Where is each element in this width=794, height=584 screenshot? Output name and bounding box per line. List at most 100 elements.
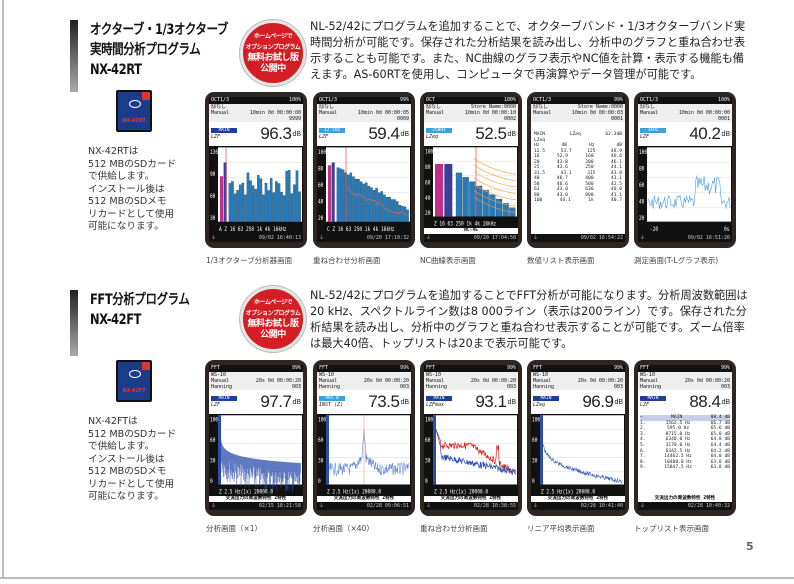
header-row: Manual 20s 0d 00:00:20 [533, 378, 623, 384]
level-value: 59.4 [368, 124, 400, 143]
screen-header: 邸なし Store Name:0000 Manual 10min 0d 00:00:1… [424, 104, 518, 122]
svg-text:C Z 16 63 250 1k 4k 16kHz: C Z 16 63 250 1k 4k 16kHz [327, 227, 394, 234]
channel-tag: MAIN [533, 396, 559, 401]
value-list: MAIN LZeq 62.3dB LZeq Hz dB Hz dB 12.5 53.7 125 48.… [531, 122, 625, 234]
weighting-label: LZeq [426, 134, 439, 140]
svg-text:30: 30 [318, 458, 323, 465]
svg-text:100: 100 [318, 150, 326, 157]
list-cell: 25 [534, 165, 540, 170]
svg-text:100: 100 [425, 149, 433, 156]
svg-text:Z 2.5 Hz(1x) 20000.0: Z 2.5 Hz(1x) 20000.0 [327, 489, 381, 496]
screen-caption: トップリスト表示画面 [634, 524, 709, 533]
mode-label: FFT [533, 365, 543, 371]
list-cell: 40.0 [610, 187, 622, 192]
list-row: 80 43.0 800 41.1 [534, 193, 622, 199]
header-right: 20s 0d 00:00:20 [470, 378, 516, 384]
sd-card-text: NX-42FTは 512 MBのSDカード で供給します。 インストール後は 5… [88, 416, 177, 502]
device-screen: OCT1/3 99% 邸なし Store Name:0000 Manual 10min 0… [527, 92, 629, 248]
badge-text: ホームページで [253, 33, 293, 40]
header-row: Manual 10min 0d 00:00:00 [211, 110, 301, 116]
badge-text: 公開中 [260, 330, 286, 340]
status-footer: ⏚ 09/20 17:10:32 [317, 234, 411, 242]
svg-text:60: 60 [425, 180, 430, 187]
spectrum-graph: 100 60 30 0 Z 2.5 Hz(1x) 20000.0 [424, 414, 518, 496]
top-list-cell: 6. [640, 448, 646, 454]
status-footer: ⏚ 02/28 10:40:32 [638, 502, 732, 510]
header-left: Hanning [319, 384, 341, 390]
svg-text:Z 16 63 250 1k 4k 16kHz: Z 16 63 250 1k 4k 16kHz [434, 221, 496, 228]
header-left: 邸なし [426, 104, 442, 110]
list-row: 40 46.7 400 43.1 [534, 176, 622, 182]
title-line: オクターブ・1/3オクターブ [90, 22, 228, 38]
header-row: 邸なし Store Name:0000 [426, 104, 516, 110]
top-list-row: 3. 8715.0 Hz 65.0 dB [640, 432, 730, 438]
list-cell: 1k [588, 198, 594, 203]
sd-card-label: NX-42FT [122, 388, 146, 394]
weighting-label: LZF [640, 402, 650, 408]
svg-text:80: 80 [425, 165, 430, 172]
screen-caption: 重ね合わせ分析画面 [420, 524, 488, 533]
svg-text:30: 30 [425, 458, 430, 465]
top-list-row: 4. 6340.0 Hz 64.8 dB [640, 437, 730, 443]
list-total: 62.3dB [605, 132, 622, 137]
header-left: 邸なし [533, 104, 549, 110]
svg-text:90: 90 [210, 172, 215, 179]
sd-card-info: NX-42RT NX-42RTは 512 MBのSDカード で供給します。 インス… [88, 90, 188, 234]
list-cell: 41.1 [610, 192, 622, 198]
list-cell: 46.6 [610, 154, 622, 159]
usb-icon: ⏚ [640, 503, 646, 509]
level-unit: dB [507, 130, 516, 138]
battery-level: 99% [506, 365, 516, 371]
header-right: 20s 0d 00:00:20 [255, 378, 301, 384]
screen-display: OCT1/3 100% 邸なし Manual 10min 0d 00:00:00 9999… [209, 97, 303, 242]
screen-header: WS-10 Manual 20s 0d 00:00:20 Hanning 003 [424, 372, 518, 390]
list-cell: 400 [585, 176, 594, 181]
screen-caption: リニア平均表示画面 [527, 524, 595, 533]
svg-text:Z 2.5 Hz(1x) 20000.0: Z 2.5 Hz(1x) 20000.0 [434, 489, 488, 496]
usb-icon: ⏚ [319, 235, 325, 241]
top-list-row: 9. 15847.5 Hz 63.8 dB [640, 465, 730, 471]
value-readout: MAIN LZeq 96.9 dB [531, 390, 625, 414]
spectrum-graph: 100 80 60 40 20 C Z 16 63 250 1k 4k 16kHz [317, 146, 411, 234]
top-list-cell: 65.6 dB [710, 426, 730, 432]
status-footer: ⏚ 02/15 18:21:58 [209, 502, 303, 510]
top-list-cell: 10400.0 Hz [664, 459, 692, 465]
svg-text:30: 30 [532, 458, 537, 465]
header-right: 10min 0d 00:00:03 [571, 110, 623, 116]
battery-level: 99% [613, 97, 623, 103]
top-list-cell: 3. [640, 431, 646, 437]
header-left: 邸なし [211, 104, 227, 110]
list-row: 50 46.6 500 42.5 [534, 182, 622, 188]
level-unit: dB [721, 398, 730, 406]
list-row: 20 43.8 200 46.1 [534, 160, 622, 166]
level-value: 93.1 [475, 392, 507, 411]
channel-tag: 12.5Hz [319, 128, 345, 133]
top-list-cell: 65.0 dB [710, 431, 730, 437]
device-screen: FFT 99% WS-10 Manual 20s 0d 00:00:20 Hanning 0… [313, 360, 415, 516]
channel-tag: 995.0 [319, 396, 345, 401]
usb-icon: ⏚ [211, 503, 217, 509]
list-cell: 50 [534, 181, 540, 187]
header-left: Manual [211, 110, 230, 116]
list-cell: 44.1 [559, 198, 571, 203]
header-right: 0001 [717, 116, 730, 122]
list-cell: 20 [534, 159, 540, 165]
sd-card-info: NX-42FT NX-42FTは 512 MBのSDカード で供給します。 インス… [88, 360, 188, 504]
graph-subtitle: 交流出力の周波数特性 Z特性 [209, 496, 303, 502]
header-row: WS-10 [533, 372, 623, 378]
header-row: 9999 [211, 116, 301, 122]
top-list-cell: 14462.5 Hz [664, 454, 692, 460]
header-left: WS-10 [533, 372, 549, 378]
top-list-cell: 2. [640, 426, 646, 432]
battery-level: 99% [720, 365, 730, 371]
header-left: Hanning [426, 384, 448, 390]
header-left: Manual [533, 110, 552, 116]
mode-label: FFT [211, 365, 221, 371]
list-cell: 31.5 [534, 170, 546, 176]
readout-tag: MAIN LZF [211, 128, 237, 140]
header-row: WS-10 [319, 372, 409, 378]
weighting-label: LZF [211, 402, 221, 408]
value-readout: 1kHz LZF 40.2 dB [638, 122, 732, 146]
usb-icon: ⏚ [426, 503, 432, 509]
header-left: Manual [640, 378, 659, 384]
